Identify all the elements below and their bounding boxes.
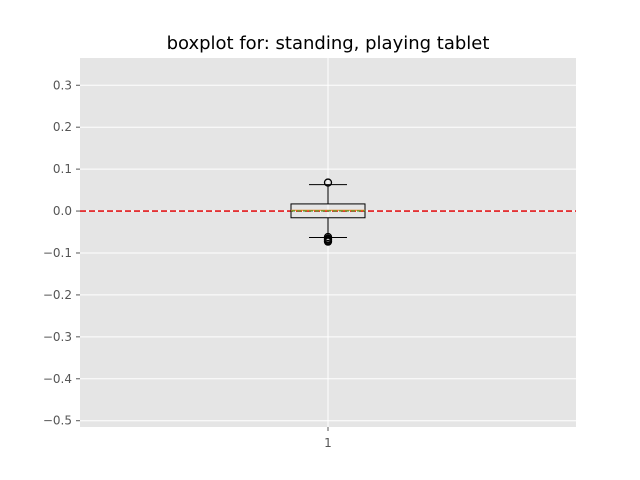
y-tick-label: −0.3 [43, 330, 72, 344]
box-group [290, 178, 366, 246]
y-tick-label: −0.2 [43, 288, 72, 302]
y-tick-label: 0.2 [53, 120, 72, 134]
y-tick-label: −0.4 [43, 372, 72, 386]
y-tick-label: −0.1 [43, 246, 72, 260]
x-tick-label: 1 [324, 436, 332, 450]
outlier-point [323, 178, 333, 187]
y-tick-label: 0.1 [53, 162, 72, 176]
y-tick-label: 0.0 [53, 204, 72, 218]
outlier-point [323, 237, 333, 246]
axes: 0.3 0.2 0.1 0.0 −0.1 −0.2 −0.3 −0.4 −0.5 1 [43, 78, 332, 450]
chart-title: boxplot for: standing, playing tablet [167, 33, 490, 54]
y-tick-label: 0.3 [53, 78, 72, 92]
y-tick-label: −0.5 [43, 414, 72, 428]
